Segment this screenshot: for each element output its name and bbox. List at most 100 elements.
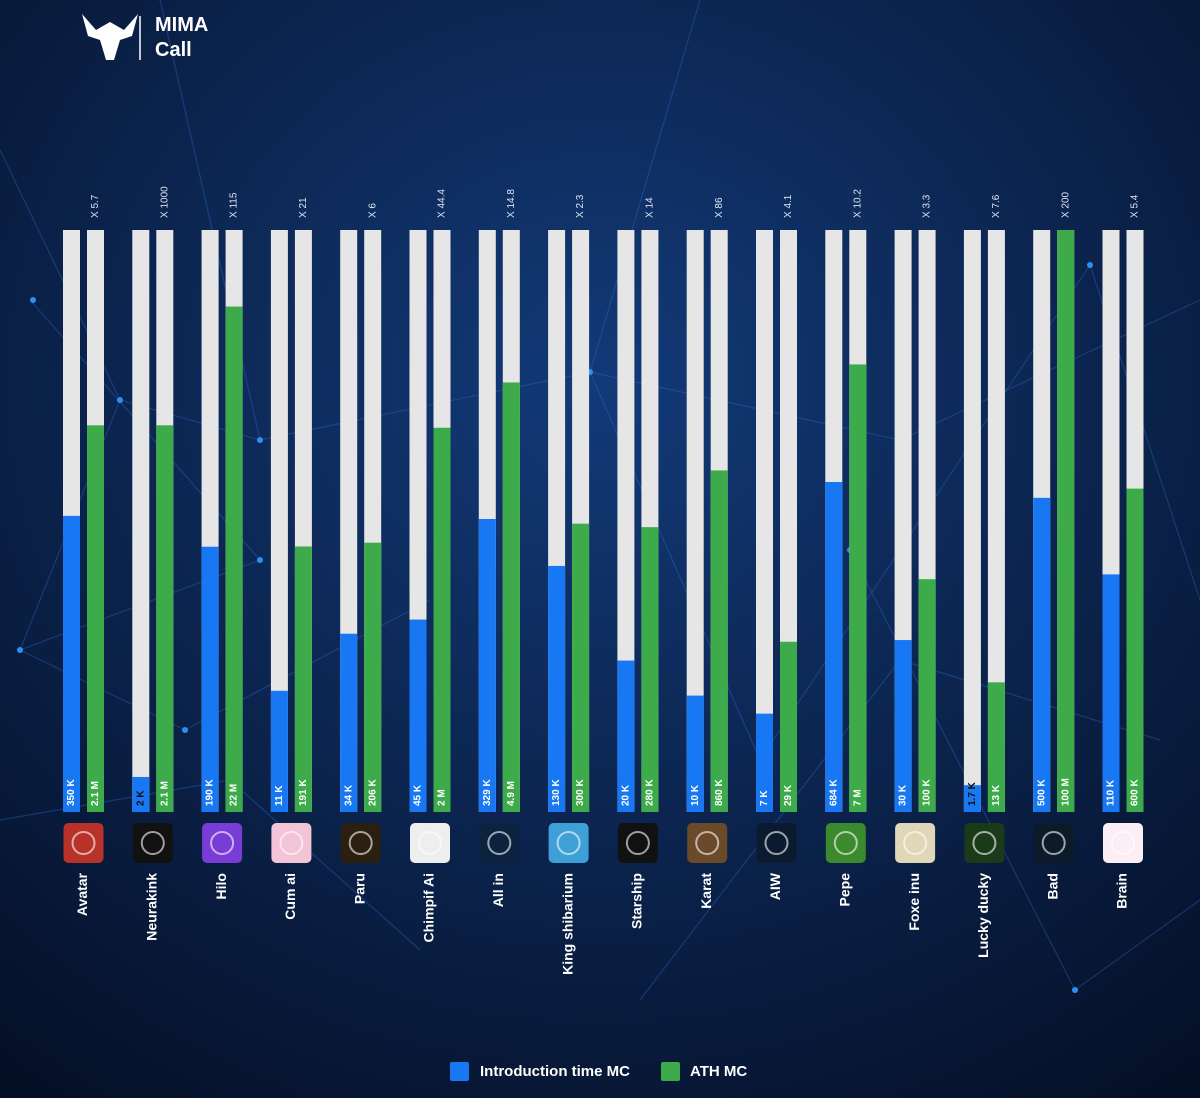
bar-track [756,230,773,812]
multiplier-label: X 115 [229,192,240,218]
multiplier-label: X 1000 [159,186,170,218]
coin-icon-glyph [556,831,581,855]
bar [340,633,358,812]
bar [849,364,867,812]
multiplier-label: X 44.4 [437,189,448,218]
multiplier-label: X 14 [645,197,656,218]
coin-icon [964,823,1005,863]
coin-icon-glyph [71,831,96,855]
value-label: 7 M [852,789,863,806]
bar [756,713,773,812]
coin-icon [687,823,728,863]
bar [1126,488,1144,812]
multiplier-label: X 7.6 [991,194,1002,218]
value-label: 2.1 M [90,781,101,806]
multiplier-label: X 3.3 [922,194,933,218]
coin-icon-glyph [418,831,442,855]
category-label: AIW [767,872,783,900]
bar [1102,574,1120,812]
subtitle: Call [155,39,192,61]
multiplier-label: X 4.1 [783,194,794,218]
coin-icon [895,823,936,863]
coin-icon [1033,823,1074,863]
value-label: 13 K [991,784,1002,806]
value-label: 22 M [229,784,240,806]
network-nodes [17,262,1093,993]
multiplier-label: X 14.8 [506,189,517,218]
coin-icon-glyph [833,831,858,855]
bar [433,427,451,812]
coin-icon-glyph [210,831,235,855]
coin-icon [825,823,866,863]
multiplier-label: X 6 [367,203,378,218]
value-label: 34 K [343,784,354,806]
category-label: Brain [1114,873,1130,909]
bar [548,565,566,812]
value-label: 30 K [898,784,909,806]
value-label: 45 K [413,784,424,806]
value-label: 7 K [759,790,770,806]
bar [364,542,382,812]
legend-swatch [661,1062,680,1081]
coin-icon-glyph [140,831,165,855]
bar [63,515,80,812]
coin-icon-glyph [972,831,997,855]
value-label: 10 K [690,784,701,806]
bar [963,785,981,812]
bar-track [963,230,981,812]
bar [409,619,427,812]
coin-icon [479,823,520,863]
value-label: 300 K [575,779,586,806]
bar [294,546,312,812]
value-label: 329 K [482,779,493,806]
value-label: 11 K [274,785,285,806]
value-label: 860 K [714,779,725,806]
legend-label: ATH MC [690,1063,747,1080]
value-label: 100 M [1060,778,1071,806]
value-label: 20 K [621,784,632,806]
bar [1033,497,1051,812]
bar [87,425,104,812]
coin-icon-glyph [764,831,789,855]
value-label: 110 K [1106,779,1117,806]
value-label: 280 K [645,779,656,806]
coin-icon [63,823,104,863]
category-label: Avatar [74,872,90,916]
category-label: Starship [629,873,645,929]
coin-icon [410,823,450,863]
bar [686,695,704,812]
value-label: 684 K [828,779,839,806]
coin-icon-glyph [1111,831,1135,855]
logo: MIMA Call [82,14,208,61]
legend-label: Introduction time MC [480,1063,630,1080]
bar [617,660,635,812]
category-label: Paru [351,873,367,904]
bar [918,579,936,812]
value-label: 2 K [135,790,146,806]
bar [225,306,243,812]
bar [641,527,659,812]
bar [502,382,520,812]
value-label: 2.1 M [159,781,170,806]
bar [156,425,174,812]
coin-icon [1103,823,1143,863]
multiplier-label: X 2.3 [575,194,586,218]
legend: Introduction time MC ATH MC [450,1062,747,1081]
coin-icon [132,823,173,863]
bar [132,776,150,812]
coin-icon-glyph [348,831,373,855]
coin-icon [271,823,312,863]
category-label: Chimpif Ai [421,873,437,942]
value-label: 206 K [367,779,378,806]
bar [987,682,1005,812]
multiplier-label: X 200 [1060,191,1071,218]
category-label: Hilo [213,873,229,899]
bar [201,546,219,812]
category-label: Pepe [837,873,853,907]
coin-icon-glyph [625,831,650,855]
coin-icon [756,823,797,863]
coin-icon [340,823,381,863]
value-label: 2 M [437,789,448,806]
category-label: Lucky ducky [975,873,991,958]
